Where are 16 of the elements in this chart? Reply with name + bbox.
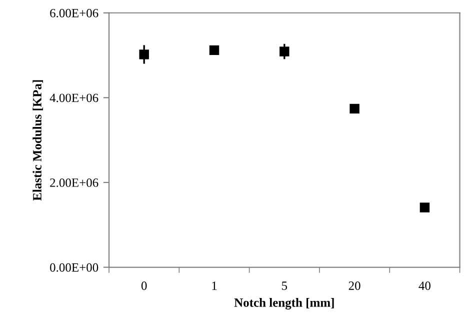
y-axis-title: Elastic Modulus [KPa] xyxy=(32,80,43,201)
y-tick-label: 6.00E+06 xyxy=(50,8,98,18)
x-tick-label: 0 xyxy=(141,282,147,290)
point xyxy=(139,50,149,60)
y-tick-label: 4.00E+06 xyxy=(50,94,98,102)
x-tick-label: 20 xyxy=(348,282,360,290)
point xyxy=(350,104,360,114)
x-tick-label: 1 xyxy=(212,282,217,290)
y-tick-label: 2.00E+06 xyxy=(50,178,98,187)
point xyxy=(420,202,430,212)
point xyxy=(280,46,290,56)
x-tick-label: 5 xyxy=(282,282,288,290)
point xyxy=(209,45,220,56)
y-tick-label: 0.00E+00 xyxy=(50,263,98,272)
x-tick-label: 40 xyxy=(418,282,430,290)
x-axis-title: Notch length [mm] xyxy=(234,298,334,310)
